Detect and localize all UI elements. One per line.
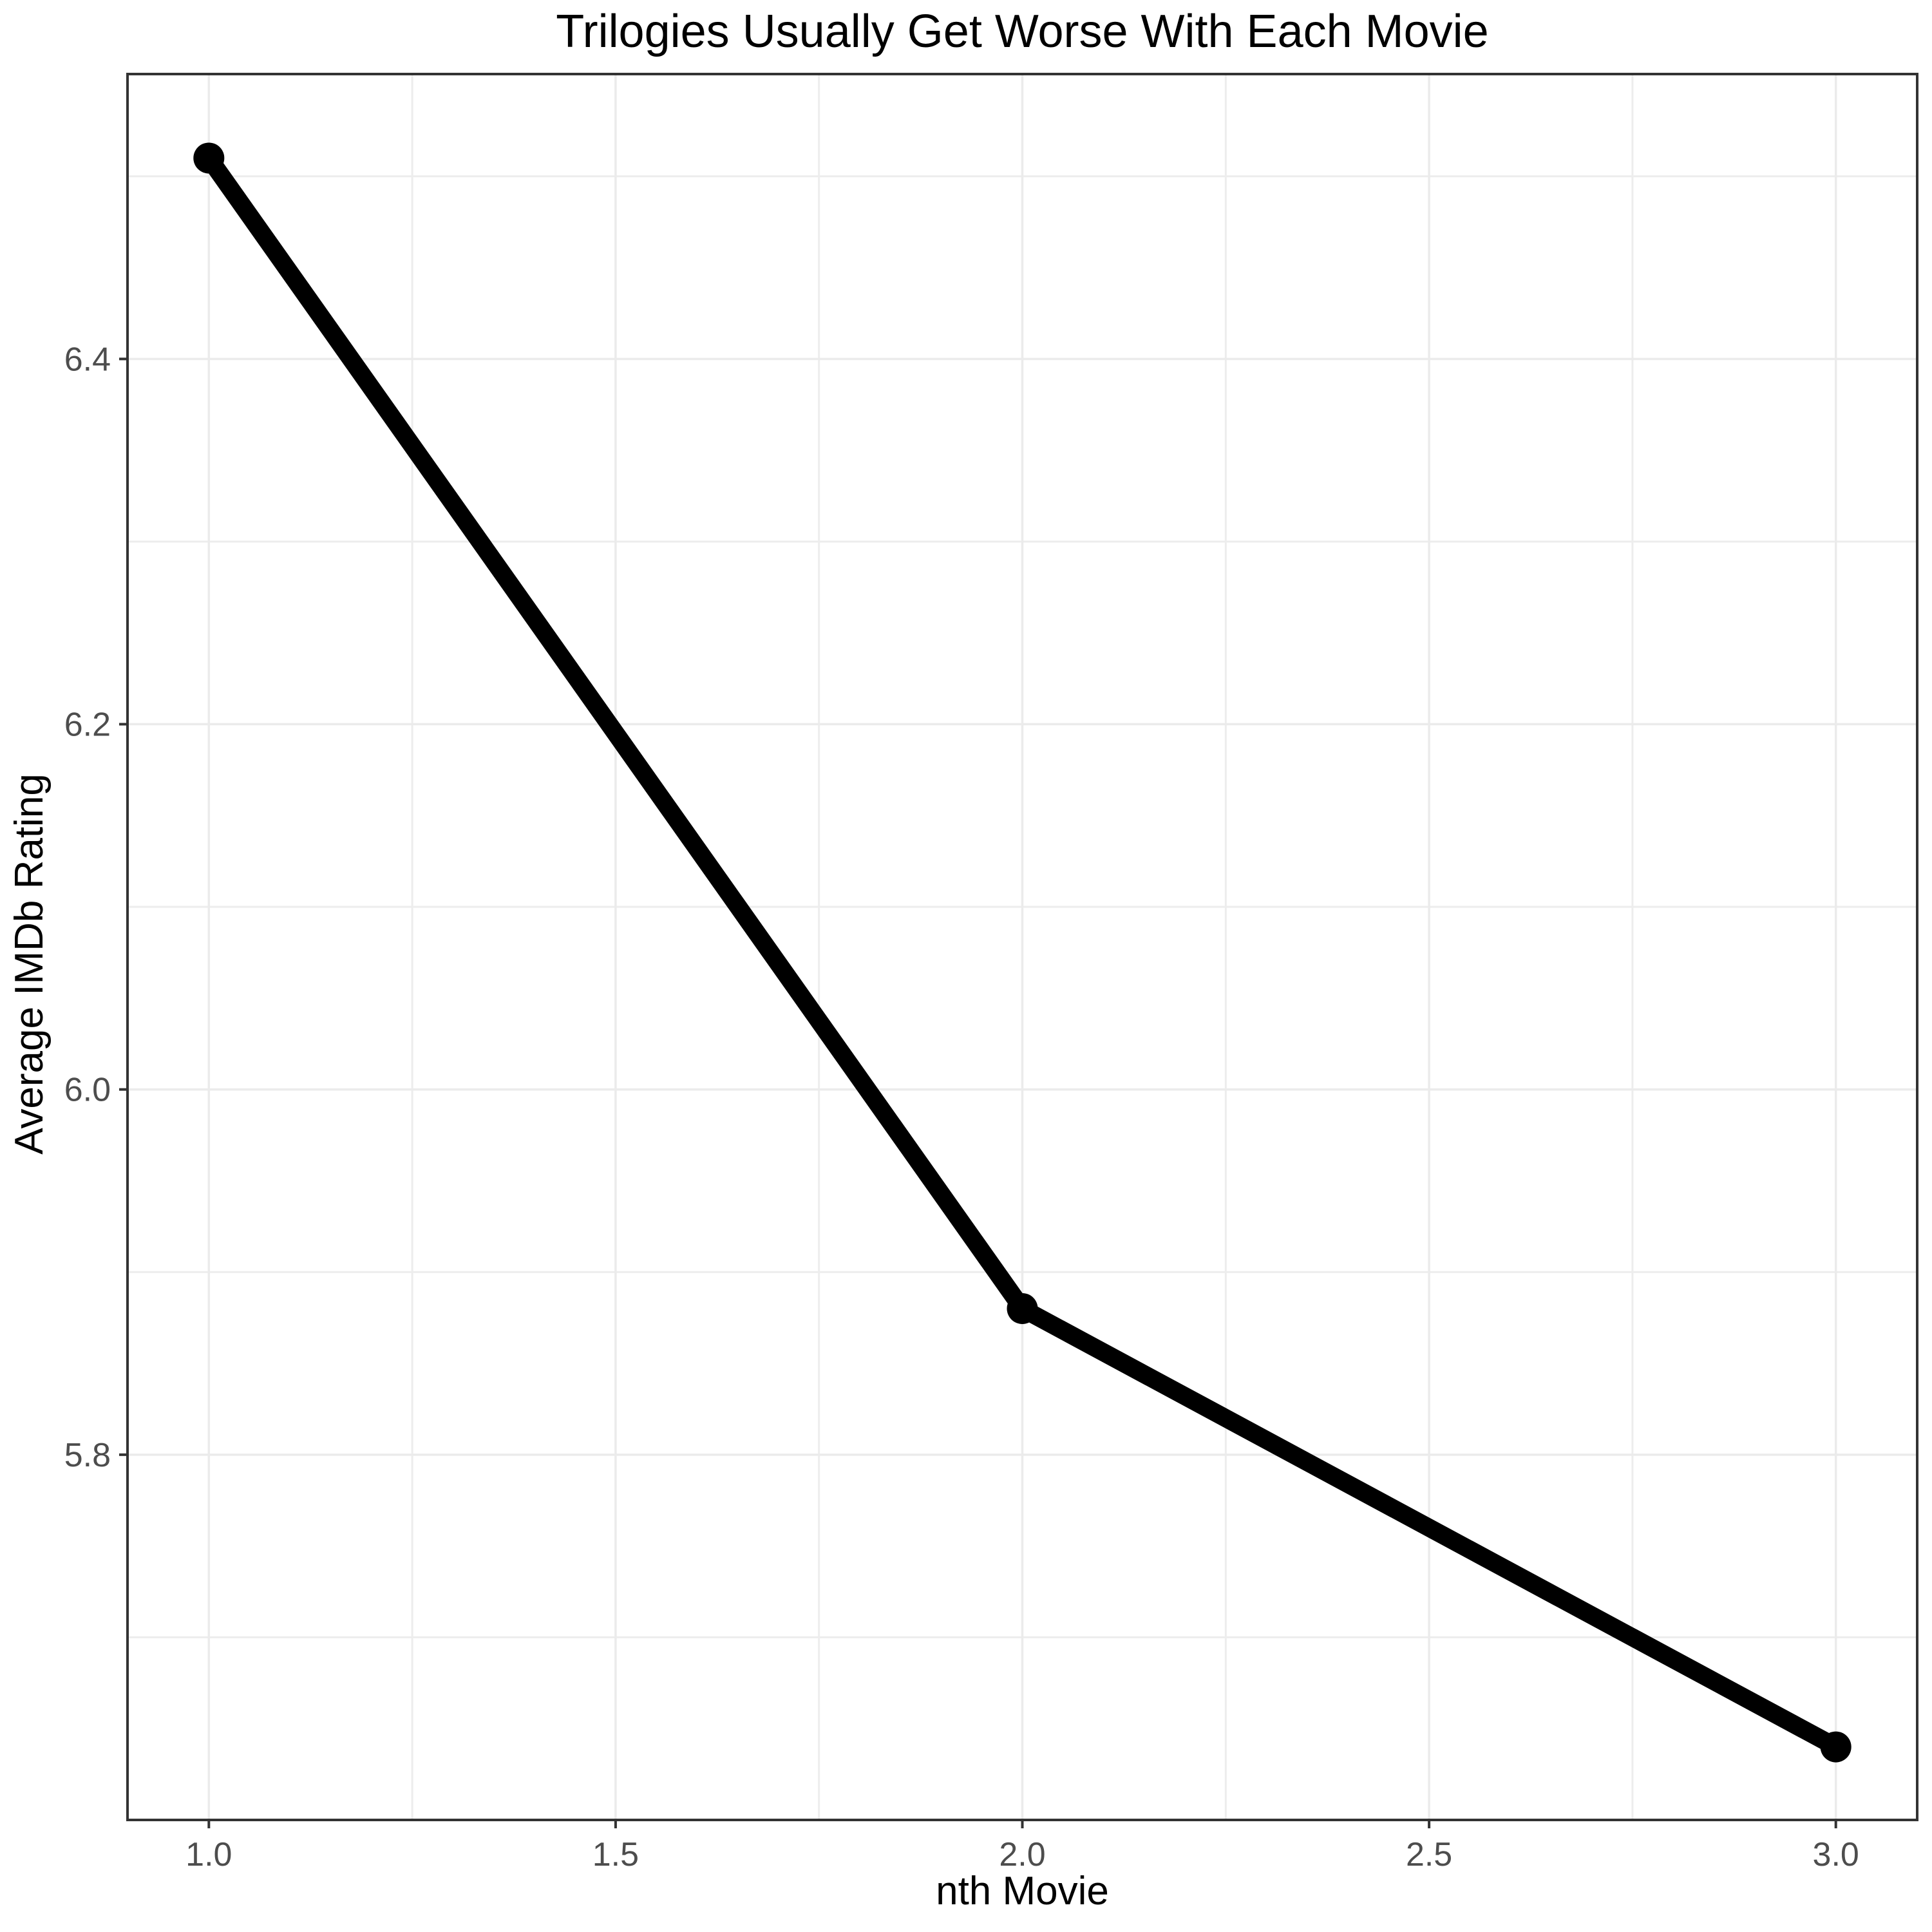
x-tick-label: 1.5	[592, 1836, 639, 1873]
x-tick-label: 2.0	[999, 1836, 1045, 1873]
panel-border	[126, 73, 1918, 1821]
x-tick-label: 3.0	[1813, 1836, 1859, 1873]
y-tick-label: 5.8	[64, 1437, 111, 1474]
y-axis-title: Average IMDb Rating	[6, 773, 52, 1155]
data-point	[1820, 1731, 1852, 1763]
data-point	[193, 142, 225, 174]
x-tick-label: 2.5	[1406, 1836, 1452, 1873]
y-tick-label: 6.0	[64, 1072, 111, 1109]
chart-title: Trilogies Usually Get Worse With Each Mo…	[556, 6, 1489, 57]
x-tick-label: 1.0	[185, 1836, 232, 1873]
y-tick-label: 6.4	[64, 341, 111, 378]
x-axis-title: nth Movie	[936, 1869, 1109, 1913]
data-point	[1007, 1293, 1038, 1324]
y-tick-label: 6.2	[64, 706, 111, 744]
